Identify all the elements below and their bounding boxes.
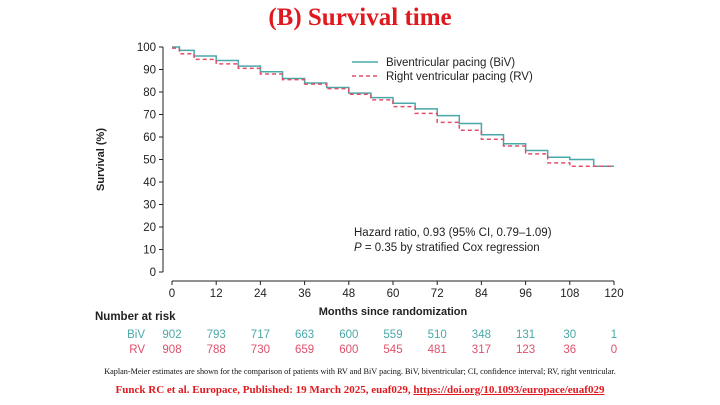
y-tick-label-40: 40: [143, 177, 156, 189]
x-tick-label-48: 48: [342, 288, 355, 300]
p-symbol: P: [354, 242, 362, 254]
series-lines: [172, 46, 614, 168]
y-tick-label-70: 70: [143, 110, 156, 122]
risk-value-biv-120: 1: [611, 329, 617, 341]
risk-value-biv-0: 902: [162, 329, 181, 341]
risk-value-biv-60: 559: [383, 329, 402, 341]
risk-value-rv-120: 0: [611, 344, 617, 356]
risk-value-rv-108: 36: [563, 344, 576, 356]
risk-value-biv-24: 717: [251, 329, 270, 341]
risk-table-title: Number at risk: [95, 311, 176, 323]
risk-row-label-biv: BiV: [127, 329, 145, 341]
citation: Funck RC et al. Europace, Published: 19 …: [0, 384, 720, 396]
legend: Biventricular pacing (BiV) Right ventricu…: [352, 57, 533, 83]
risk-value-biv-96: 131: [516, 329, 535, 341]
risk-value-biv-84: 348: [472, 329, 491, 341]
doi-link[interactable]: https://doi.org/10.1093/europace/euaf029: [413, 384, 605, 396]
hazard-ratio-text: Hazard ratio, 0.93 (95% CI, 0.79–1.09): [354, 227, 552, 239]
y-axis-label: Survival (%): [95, 128, 107, 191]
p-value-rest: = 0.35 by stratified Cox regression: [362, 242, 540, 254]
risk-table: Number at risk BiV 902 793 717 663 600 559 510 34…: [95, 311, 617, 356]
x-tick-label-60: 60: [387, 288, 400, 300]
citation-text: Funck RC et al. Europace, Published: 19 …: [115, 384, 414, 396]
risk-value-rv-24: 730: [251, 344, 270, 356]
y-tick-label-20: 20: [143, 222, 156, 234]
risk-value-biv-48: 600: [339, 329, 358, 341]
risk-value-biv-72: 510: [428, 329, 447, 341]
series-line-biv: [172, 46, 614, 168]
x-tick-label-24: 24: [254, 288, 267, 300]
p-value-text: P = 0.35 by stratified Cox regression: [354, 242, 540, 254]
x-tick-label-0: 0: [169, 288, 175, 300]
risk-value-rv-0: 908: [162, 344, 181, 356]
risk-value-rv-36: 659: [295, 344, 314, 356]
x-tick-label-120: 120: [604, 288, 623, 300]
risk-value-rv-96: 123: [516, 344, 535, 356]
x-tick-label-72: 72: [431, 288, 444, 300]
figure-caption: Kaplan-Meier estimates are shown for the…: [104, 367, 616, 376]
x-tick-label-36: 36: [298, 288, 311, 300]
y-tick-label-10: 10: [143, 245, 156, 257]
y-tick-label-90: 90: [143, 65, 156, 77]
risk-value-rv-60: 545: [383, 344, 402, 356]
risk-value-biv-12: 793: [207, 329, 226, 341]
risk-value-rv-48: 600: [339, 344, 358, 356]
y-tick-label-60: 60: [143, 132, 156, 144]
y-tick-label-50: 50: [143, 155, 156, 167]
y-tick-label-80: 80: [143, 87, 156, 99]
x-tick-label-96: 96: [519, 288, 532, 300]
risk-value-rv-72: 481: [428, 344, 447, 356]
risk-value-biv-108: 30: [563, 329, 576, 341]
legend-entry-rv: Right ventricular pacing (RV): [386, 71, 533, 83]
risk-row-label-rv: RV: [129, 344, 145, 356]
legend-entry-biv: Biventricular pacing (BiV): [386, 57, 515, 69]
risk-value-rv-12: 788: [207, 344, 226, 356]
y-tick-label-100: 100: [137, 42, 156, 54]
slide-title: (B) Survival time: [268, 4, 452, 31]
x-tick-label-12: 12: [210, 288, 223, 300]
risk-value-rv-84: 317: [472, 344, 491, 356]
y-tick-label-0: 0: [150, 267, 156, 279]
risk-value-biv-36: 663: [295, 329, 314, 341]
x-axis-label: Months since randomization: [319, 306, 468, 318]
axes: 0 10 20 30 40 50 60 70 80 90 100 Survival (%) 0 12 24 3…: [95, 42, 624, 318]
x-tick-label-84: 84: [475, 288, 488, 300]
x-tick-label-108: 108: [560, 288, 579, 300]
hazard-annotation: Hazard ratio, 0.93 (95% CI, 0.79–1.09) P …: [354, 227, 552, 254]
y-tick-label-30: 30: [143, 200, 156, 212]
